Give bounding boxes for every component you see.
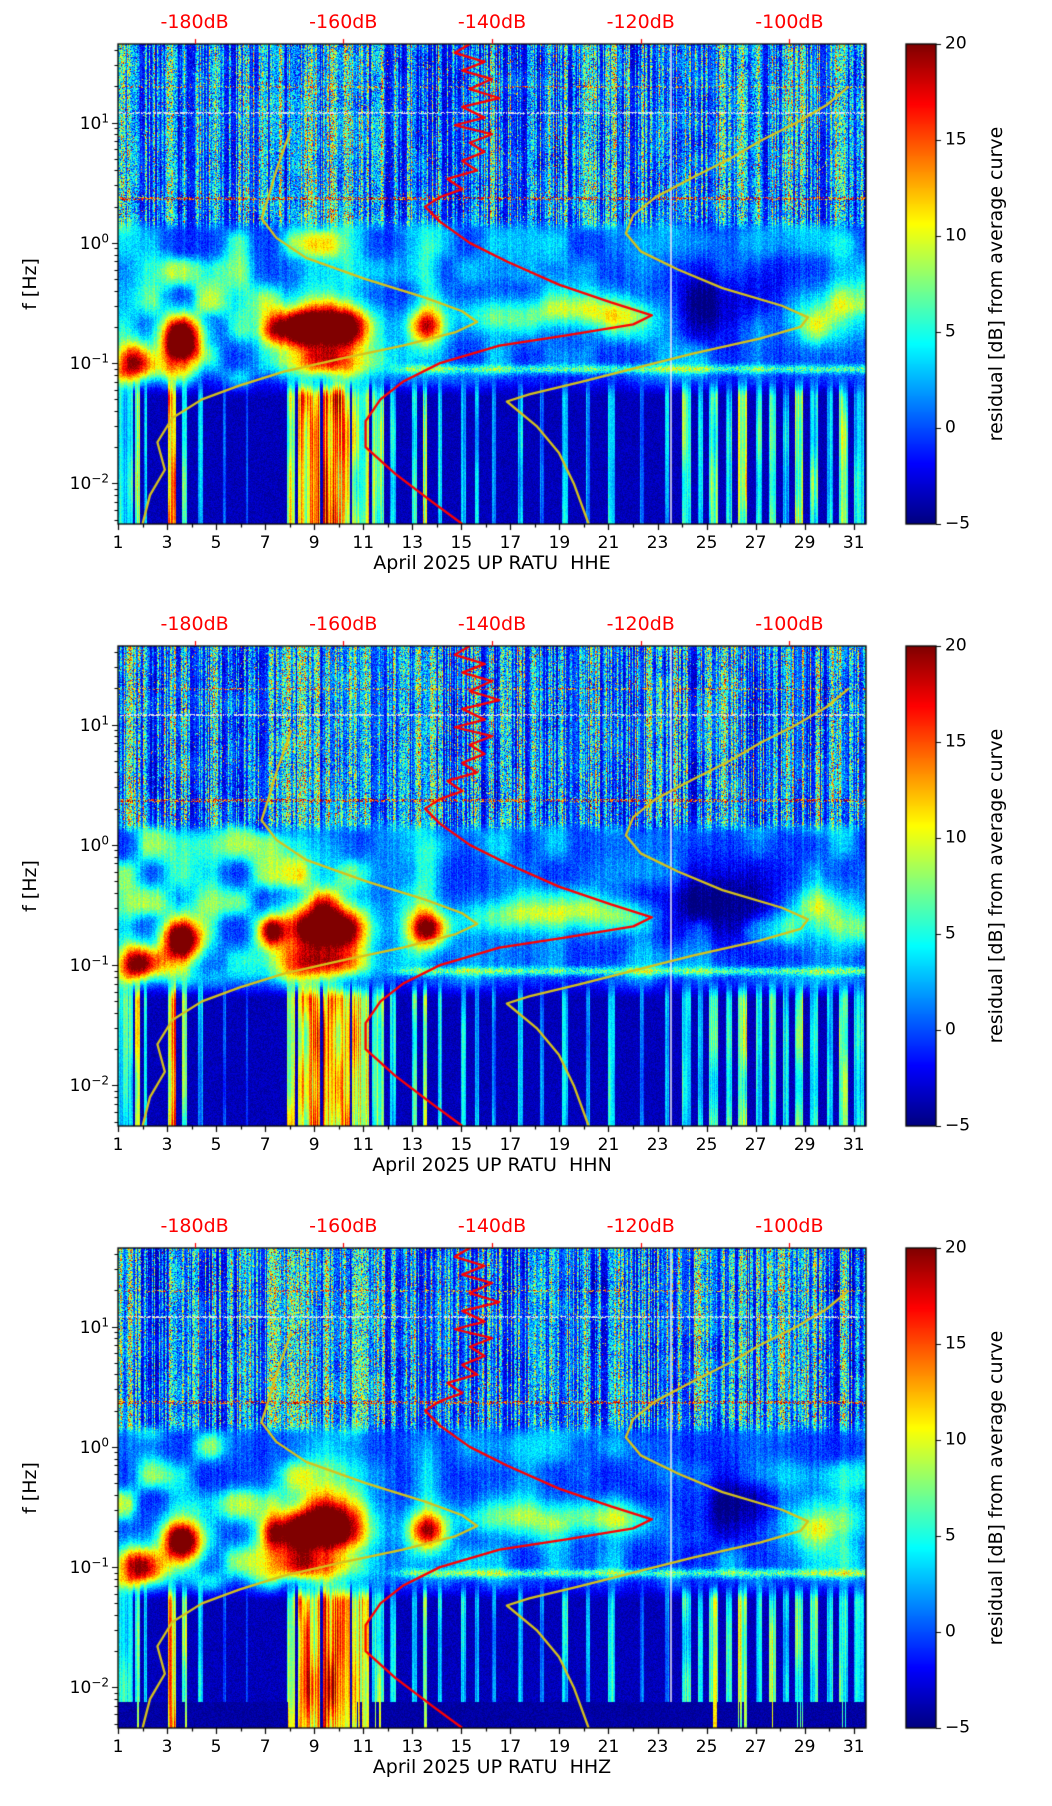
y-axis-label: f [Hz] [19,258,41,310]
spectrogram-panel-hhn: -180dB -160dB -140dB -120dB -100dB 1 3 5 7 9 11 13 1… [0,602,1052,1204]
colorbar-label: residual [dB] from average curve [985,728,1007,1044]
panel-title-hhe: April 2025 UP RATU HHE [373,552,611,574]
colorbar-label: residual [dB] from average curve [985,126,1007,442]
y-axis-label: f [Hz] [19,860,41,912]
spectrogram-panel-hhz: -180dB -160dB -140dB -120dB -100dB 1 3 5 7 9 11 13 1… [0,1204,1052,1806]
colorbar-label: residual [dB] from average curve [985,1330,1007,1646]
spectrogram-panel-hhe: -180dB -160dB -140dB -120dB -100dB 1 3 5 7 9 11 13 1… [0,0,1052,602]
panel-title-hhz: April 2025 UP RATU HHZ [372,1756,612,1778]
spectrogram-canvas-hhe [0,0,1052,602]
panel-title-hhn: April 2025 UP RATU HHN [372,1154,612,1176]
y-axis-label: f [Hz] [19,1462,41,1514]
spectrogram-canvas-hhz [0,1204,1052,1806]
spectrogram-canvas-hhn [0,602,1052,1204]
